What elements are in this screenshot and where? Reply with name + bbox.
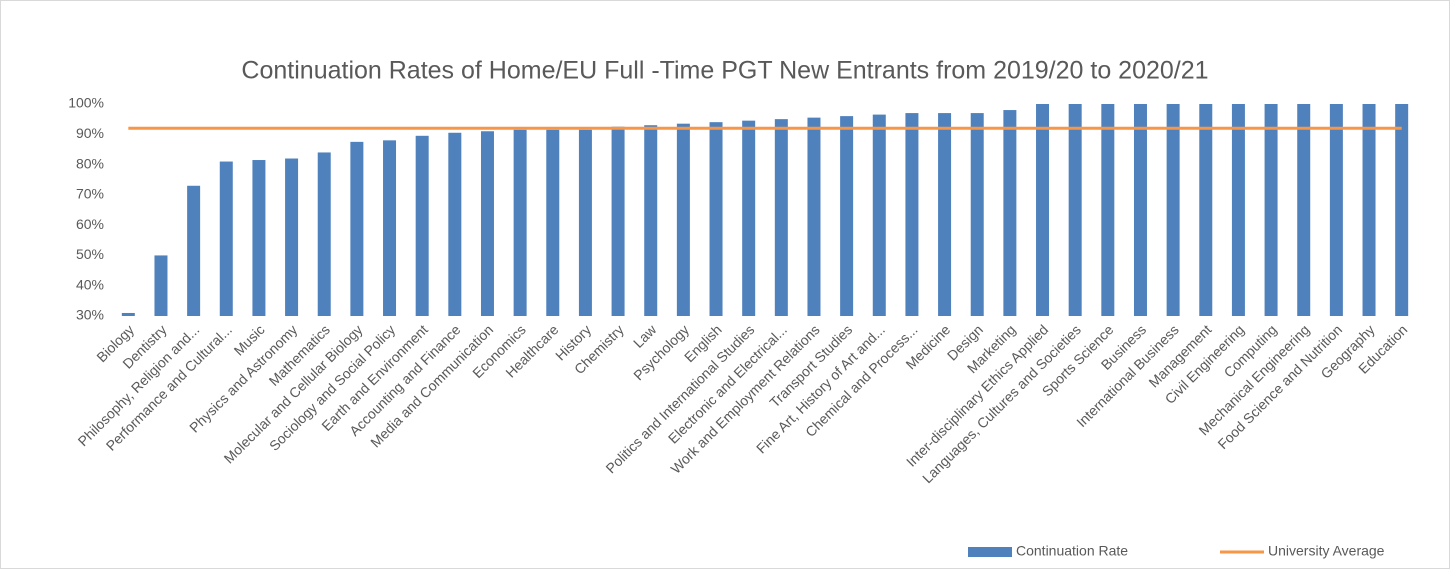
- bar: [611, 126, 625, 316]
- bar: [480, 131, 494, 316]
- bar: [1231, 104, 1245, 316]
- bar: [1297, 104, 1311, 316]
- y-tick-label: 90%: [76, 125, 104, 141]
- bar: [1362, 104, 1376, 316]
- bar: [448, 132, 462, 316]
- y-tick-label: 70%: [76, 186, 104, 202]
- bar: [415, 135, 429, 316]
- bar: [840, 116, 854, 316]
- y-tick-label: 40%: [76, 276, 104, 292]
- bar: [578, 129, 592, 316]
- bar: [1036, 104, 1050, 316]
- bar: [187, 185, 201, 316]
- y-tick-label: 100%: [68, 95, 104, 111]
- bar: [938, 113, 952, 316]
- bar: [1166, 104, 1180, 316]
- y-tick-label: 80%: [76, 155, 104, 171]
- y-tick-label: 50%: [76, 246, 104, 262]
- bar: [513, 129, 527, 316]
- bar: [905, 113, 919, 316]
- bar: [742, 120, 756, 317]
- y-tick-label: 60%: [76, 216, 104, 232]
- bar: [546, 129, 560, 316]
- bar: [121, 312, 135, 316]
- bar: [383, 140, 397, 316]
- bar: [807, 117, 821, 316]
- bar: [252, 160, 266, 316]
- bar: [1264, 104, 1278, 316]
- bar: [774, 119, 788, 317]
- bar: [709, 122, 723, 317]
- bar: [1199, 104, 1213, 316]
- bar: [1329, 104, 1343, 316]
- bar: [285, 158, 299, 316]
- bar: [1101, 104, 1115, 316]
- bar: [970, 113, 984, 316]
- bar: [644, 125, 658, 316]
- legend-swatch: [968, 547, 1012, 557]
- legend-label: Continuation Rate: [1016, 543, 1128, 559]
- bar: [1133, 104, 1147, 316]
- bar: [676, 123, 690, 316]
- bar: [1003, 110, 1017, 316]
- chart-title: Continuation Rates of Home/EU Full -Time…: [241, 57, 1208, 85]
- bar: [219, 161, 233, 316]
- bar: [154, 255, 168, 316]
- bar: [1395, 104, 1409, 316]
- legend-label: University Average: [1268, 543, 1385, 559]
- bar: [872, 114, 886, 316]
- y-tick-label: 30%: [76, 307, 104, 323]
- bar: [350, 141, 364, 316]
- bar: [317, 152, 331, 316]
- bar: [1068, 104, 1082, 316]
